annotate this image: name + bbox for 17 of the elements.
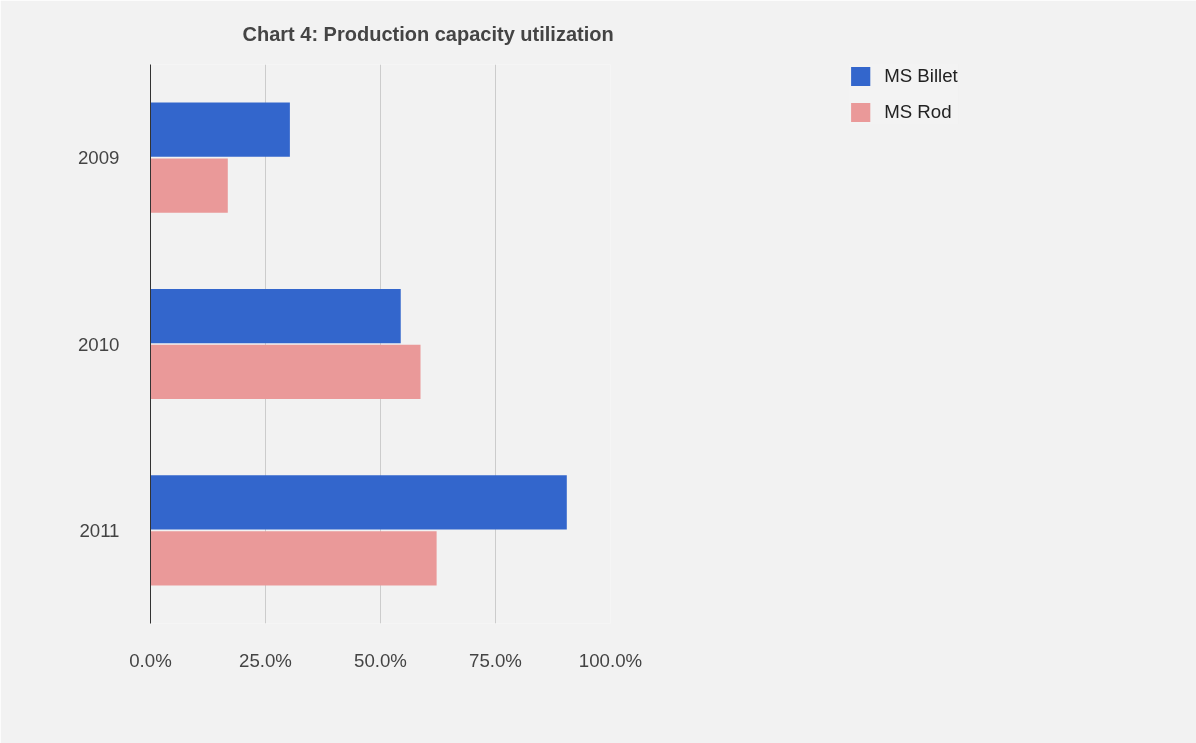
x-tick-label: 25.0% (239, 649, 292, 671)
chart-title: Chart 4: Production capacity utilization (242, 22, 614, 45)
bar (150, 288, 401, 344)
legend-label: MS Rod (884, 101, 952, 123)
x-tick-label: 0.0% (129, 649, 172, 671)
y-tick-label: 2009 (78, 147, 120, 169)
x-tick-label: 100.0% (578, 649, 643, 671)
y-tick-label: 2010 (78, 333, 120, 355)
y-tick-label: 2011 (79, 519, 120, 541)
bar (150, 475, 567, 530)
bar (150, 531, 437, 586)
x-tick-label: 75.0% (469, 649, 522, 671)
bar (150, 158, 228, 213)
x-tick-label: 50.0% (354, 649, 407, 671)
bar (150, 102, 290, 157)
bar (150, 344, 421, 400)
legend-label: MS Billet (884, 65, 958, 87)
